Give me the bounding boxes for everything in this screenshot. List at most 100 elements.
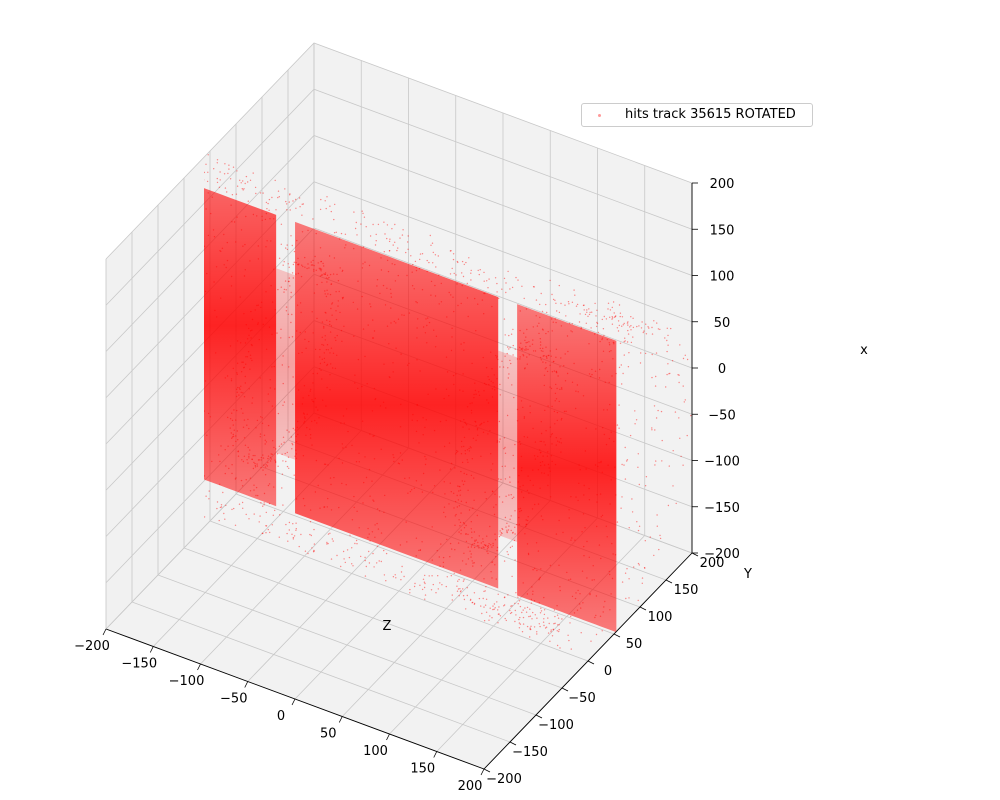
scatter-point (267, 203, 268, 204)
scatter-point (583, 546, 584, 547)
scatter-point (540, 357, 541, 358)
scatter-point (266, 464, 267, 465)
scatter-point (265, 474, 266, 475)
scatter-point (478, 270, 479, 271)
scatter-point (471, 402, 472, 403)
scatter-point (652, 354, 653, 355)
scatter-point (611, 479, 612, 480)
scatter-point (487, 287, 488, 288)
scatter-point (503, 366, 504, 367)
scatter-point (291, 448, 292, 449)
scatter-point (492, 382, 493, 383)
scatter-point (371, 481, 372, 482)
scatter-point (103, 251, 104, 252)
scatter-point (331, 211, 332, 212)
scatter-point (326, 320, 327, 321)
scatter-point (233, 424, 234, 425)
scatter-point (443, 557, 444, 558)
scatter-point (628, 352, 629, 353)
scatter-point (596, 310, 597, 311)
scatter-point (230, 178, 231, 179)
scatter-point (636, 419, 637, 420)
scatter-point (67, 421, 68, 422)
scatter-point (419, 585, 420, 586)
scatter-point (527, 543, 528, 544)
scatter-point (461, 453, 462, 454)
scatter-point (164, 189, 165, 190)
scatter-point (212, 197, 213, 198)
scatter-point (687, 435, 688, 436)
scatter-point (602, 338, 603, 339)
scatter-point (217, 162, 218, 163)
scatter-point (494, 494, 495, 495)
scatter-point (437, 575, 438, 576)
scatter-point (305, 348, 306, 349)
scatter-point (544, 375, 545, 376)
scatter-point (374, 330, 375, 331)
scatter-point (308, 395, 309, 396)
scatter-point (601, 516, 602, 517)
scatter-point (570, 330, 571, 331)
scatter-point (579, 603, 580, 604)
scatter-point (505, 496, 506, 497)
scatter-point (424, 599, 425, 600)
scatter-point (329, 533, 330, 534)
scatter-point (501, 289, 502, 290)
scatter-point (375, 244, 376, 245)
scatter-point (484, 281, 485, 282)
scatter-point (290, 235, 291, 236)
scatter-point (302, 403, 303, 404)
scatter-point (346, 408, 347, 409)
scatter-point (410, 255, 411, 256)
z-tick-mark-8 (481, 769, 484, 775)
scatter-point (495, 355, 496, 356)
scatter-point (343, 326, 344, 327)
scatter-point (543, 597, 544, 598)
scatter-point (407, 493, 408, 494)
scatter-point (310, 437, 311, 438)
scatter-point (89, 307, 90, 308)
scatter-point (567, 351, 568, 352)
scatter-point (231, 464, 232, 465)
scatter-point (502, 466, 503, 467)
scatter-point (533, 485, 534, 486)
scatter-point (326, 196, 327, 197)
scatter-point (354, 507, 355, 508)
scatter-point (316, 270, 317, 271)
scatter-point (491, 306, 492, 307)
scatter-point (596, 526, 597, 527)
scatter-point (351, 547, 352, 548)
scatter-point (339, 291, 340, 292)
scatter-point (260, 377, 261, 378)
scatter-point (156, 155, 157, 156)
scatter-point (305, 435, 306, 436)
scatter-point (534, 286, 535, 287)
scatter-point (450, 273, 451, 274)
scatter-point (509, 360, 510, 361)
scatter-point (484, 492, 485, 493)
scatter-point (219, 520, 220, 521)
scatter-point (250, 337, 251, 338)
scatter-point (668, 505, 669, 506)
scatter-point (651, 429, 652, 430)
scatter-point (656, 417, 657, 418)
scatter-point (464, 264, 465, 265)
scatter-point (552, 635, 553, 636)
scatter-point (498, 614, 499, 615)
scatter-point (292, 404, 293, 405)
scatter-point (54, 443, 55, 444)
scatter-point (535, 614, 536, 615)
scatter-point (457, 581, 458, 582)
scatter-point (460, 490, 461, 491)
scatter-point (628, 366, 629, 367)
scatter-point (581, 632, 582, 633)
scatter-point (245, 445, 246, 446)
scatter-point (343, 415, 344, 416)
scatter-point (549, 641, 550, 642)
scatter-point (617, 424, 618, 425)
scatter-point (451, 575, 452, 576)
scatter-point (416, 431, 417, 432)
scatter-point (268, 529, 269, 530)
scatter-point (463, 581, 464, 582)
scatter-point (462, 426, 463, 427)
